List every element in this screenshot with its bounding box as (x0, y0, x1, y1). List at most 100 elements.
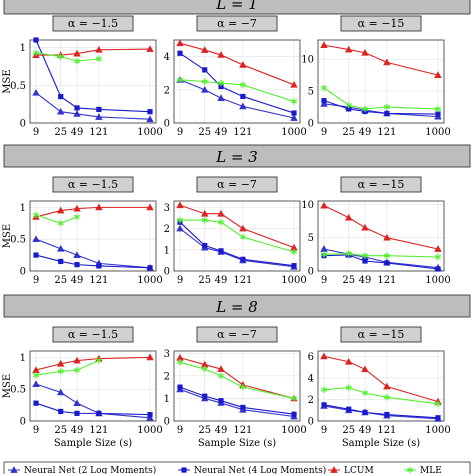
x-tick-label: 25 (54, 275, 67, 286)
x-tick-label: 121 (377, 275, 396, 286)
point-mle (217, 219, 225, 226)
legend-label: Neural Net (2 Log Moments) (24, 465, 156, 474)
y-tick-label: 2 (308, 395, 314, 406)
point-mle (32, 49, 40, 57)
x-tick-label: 49 (71, 275, 84, 286)
x-tick-label: 25 (198, 127, 211, 138)
x-axis-label: Sample Size (s) (342, 438, 420, 449)
point-mle (383, 394, 390, 401)
series-line-lcum (35, 356, 151, 371)
point-nn4 (218, 398, 224, 404)
point-lcum (73, 49, 81, 57)
point-nn4 (58, 258, 64, 265)
panel-2-2: α = −7 0 1 2 3 9 25 49 121 1000 (164, 176, 307, 286)
y-tick-label: 0 (20, 119, 26, 130)
x-tick-label: 49 (215, 127, 228, 138)
row-3: L = 8 α = −1.500.519 25 49 121 1000MSESample … (2, 294, 471, 449)
point-lcum (146, 45, 154, 52)
x-tick-label: 9 (177, 275, 183, 286)
x-tick-label: 49 (359, 127, 372, 138)
point-nn4 (147, 265, 153, 271)
point-nn4 (384, 411, 390, 418)
point-nn4 (291, 411, 297, 417)
y-tick-label: 4 (164, 52, 170, 63)
y-tick-label: 10 (301, 55, 314, 66)
point-nn2 (239, 102, 247, 110)
point-nn4 (384, 260, 390, 266)
point-mle (434, 253, 442, 261)
panel-1-1: α = −1.5 0 0.5 1 9 25 49 121 1000 MSE (2, 15, 163, 138)
x-tick-label: 121 (377, 425, 396, 436)
point-mle (57, 220, 64, 227)
point-lcum (434, 245, 442, 252)
point-lcum (361, 48, 369, 56)
point-lcum (217, 365, 225, 372)
series-line-mle (35, 360, 100, 376)
point-nn4 (218, 83, 224, 90)
point-nn2 (320, 245, 328, 252)
plot-frame (29, 200, 157, 272)
point-nn4 (202, 67, 208, 73)
point-nn2 (32, 235, 40, 243)
series-line-mle (179, 79, 295, 102)
legend-item-4: MLE (404, 466, 442, 474)
row-band-label: L = 8 (215, 298, 258, 316)
point-lcum (176, 201, 184, 209)
panel-title: α = −15 (358, 328, 405, 341)
point-lcum (201, 209, 209, 217)
y-tick-label: 0 (164, 417, 170, 428)
x-tick-label: 25 (342, 275, 355, 286)
point-mle (239, 233, 246, 241)
x-tick-label: 9 (33, 127, 39, 138)
x-tick-label: 1000 (425, 275, 450, 286)
y-tick-label: 6 (308, 352, 314, 363)
point-nn4 (321, 402, 327, 408)
point-nn4 (362, 258, 368, 264)
point-mle (290, 98, 298, 105)
point-nn4 (291, 263, 297, 269)
point-mle (176, 359, 184, 366)
point-lcum (383, 382, 391, 390)
point-nn2 (290, 114, 298, 121)
point-lcum (320, 352, 328, 360)
point-nn2 (73, 110, 81, 117)
y-tick-label: 0.5 (10, 385, 26, 396)
point-mle (383, 103, 390, 111)
row-band-label: L = 1 (215, 0, 258, 13)
point-lcum (95, 45, 103, 53)
x-axis-label: Sample Size (s) (198, 438, 276, 449)
point-lcum (361, 365, 369, 373)
panel-2-1: α = −1.5 0 0.5 1 9 25 49 121 1000 MSE (2, 176, 163, 286)
row-band-label: L = 3 (215, 148, 258, 166)
y-tick-label: 5 (308, 87, 314, 98)
point-nn2 (217, 94, 225, 101)
legend-item-2: Neural Net (4 Log Moments) (178, 465, 326, 474)
point-mle (239, 383, 246, 391)
series-line-nn2 (35, 238, 151, 269)
point-lcum (73, 356, 81, 364)
x-tick-label: 121 (89, 425, 108, 436)
legend-marker (406, 466, 414, 474)
point-mle (239, 81, 246, 89)
point-nn4 (240, 256, 246, 262)
point-nn4 (147, 412, 153, 418)
point-lcum (320, 201, 328, 209)
x-tick-label: 9 (177, 425, 183, 436)
x-tick-label: 25 (198, 275, 211, 286)
point-mle (361, 389, 369, 397)
x-tick-label: 1000 (425, 127, 450, 138)
point-lcum (146, 353, 154, 361)
plot-frame (29, 39, 157, 124)
point-mle (434, 105, 442, 113)
point-nn2 (176, 224, 184, 232)
point-nn2 (57, 244, 65, 252)
panel-title-box (52, 326, 134, 343)
y-tick-label: 0 (164, 267, 170, 278)
point-nn4 (435, 415, 441, 421)
point-mle (73, 57, 81, 65)
panel-3-1: α = −1.5 0 0.5 1 9 25 49 121 1000 MSE Sample Size … (2, 326, 163, 449)
x-tick-label: 49 (359, 275, 372, 286)
